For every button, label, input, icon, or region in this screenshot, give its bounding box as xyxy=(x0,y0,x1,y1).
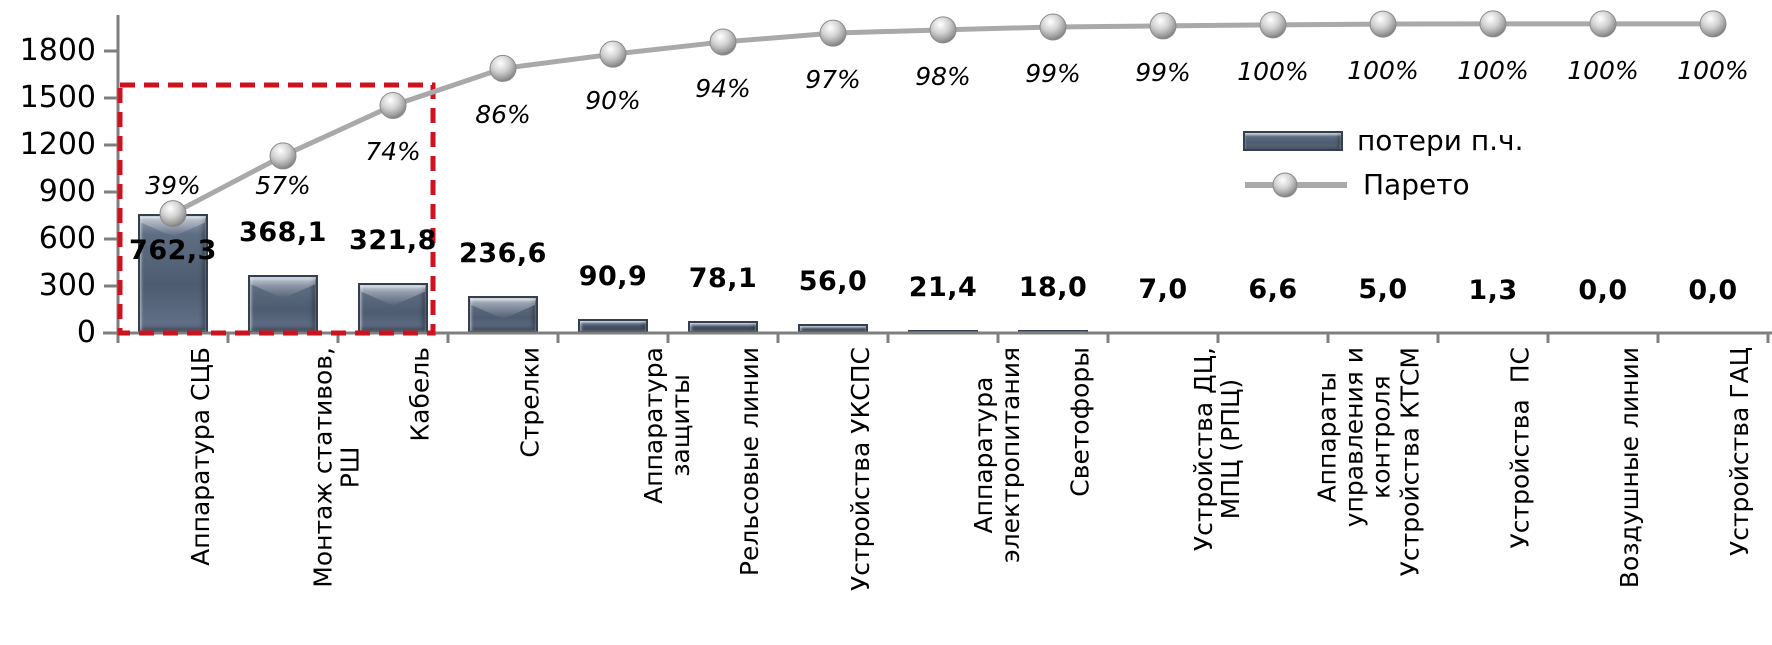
bar-value-label: 56,0 xyxy=(798,266,868,298)
bar-value-label: 1,3 xyxy=(1468,274,1518,306)
bar-value-label: 7,0 xyxy=(1138,273,1188,305)
category-label: Устройства КТСМ xyxy=(1395,347,1425,577)
y-axis-tick-label: 300 xyxy=(38,268,96,303)
category-label: Кабель xyxy=(405,347,435,442)
category-label: Стрелки xyxy=(515,347,545,458)
bar-value-label: 236,6 xyxy=(459,237,547,269)
bar-value-label: 78,1 xyxy=(688,262,758,294)
cumulative-percent-label: 57% xyxy=(255,170,311,200)
category-label: Рельсовые линии xyxy=(735,347,765,577)
bar-value-label: 0,0 xyxy=(1688,275,1738,306)
category-label: Аппаратура электропитания xyxy=(969,347,1025,564)
y-axis-tick-label: 1200 xyxy=(19,127,96,162)
cumulative-percent-label: 100% xyxy=(1677,55,1749,85)
legend-line-marker-icon xyxy=(1245,172,1347,198)
bar-value-label: 5,0 xyxy=(1358,274,1408,306)
y-axis-tick-label: 1500 xyxy=(19,80,96,115)
category-label: Устройства УКСПС xyxy=(845,347,875,591)
category-label: Устройства ПС xyxy=(1505,347,1535,549)
bar-value-label: 21,4 xyxy=(908,271,978,303)
y-axis-tick-label: 600 xyxy=(38,221,96,256)
y-axis-tick-label: 0 xyxy=(76,315,96,350)
bar-value-label: 90,9 xyxy=(578,260,648,292)
legend-item-bars: потери п.ч. xyxy=(1243,124,1524,158)
category-label: Аппараты управления и контроля xyxy=(1312,347,1396,528)
legend: потери п.ч. Парето xyxy=(1243,124,1524,202)
bar-value-label: 6,6 xyxy=(1248,273,1298,305)
category-label: Воздушные линии xyxy=(1615,347,1645,589)
cumulative-percent-label: 74% xyxy=(365,137,421,167)
bar-value-label: 18,0 xyxy=(1018,272,1088,304)
legend-bar-swatch-icon xyxy=(1243,131,1343,151)
legend-bar-label: потери п.ч. xyxy=(1357,124,1524,157)
category-label: Устройства ГАЦ xyxy=(1725,347,1755,557)
bar-value-label: 0,0 xyxy=(1578,275,1628,306)
legend-item-line: Парето xyxy=(1243,168,1524,202)
legend-line-label: Парето xyxy=(1363,168,1470,201)
category-label: Аппаратура защиты xyxy=(639,347,695,504)
y-axis-tick-label: 1800 xyxy=(19,33,96,68)
category-label: Аппаратура СЦБ xyxy=(185,347,215,566)
category-label: Светофоры xyxy=(1065,347,1095,497)
category-label: Монтаж стативов, РШ xyxy=(309,347,365,588)
y-axis-tick-label: 900 xyxy=(38,174,96,209)
category-label: Устройства ДЦ, МПЦ (РПЦ) xyxy=(1189,347,1245,552)
